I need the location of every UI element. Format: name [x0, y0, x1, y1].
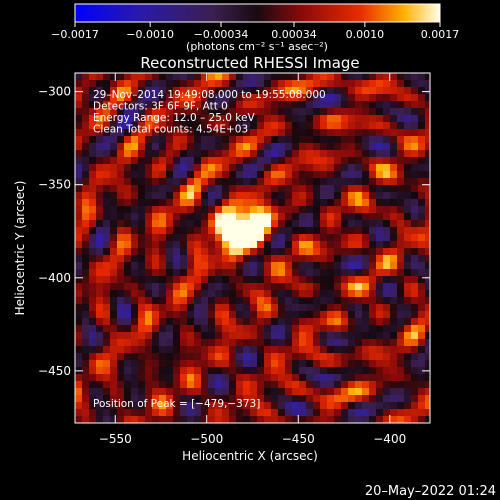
annotation-line: Clean Total counts: 4.54E+03	[93, 124, 248, 136]
x-tick-label: −500	[190, 432, 223, 446]
colorbar-tick-label: 0.0010	[346, 28, 385, 41]
y-tick-label: −350	[38, 178, 71, 192]
axis-ticks: −550 −500 −450 −400 −300 −350 −400 −450	[38, 73, 430, 446]
colorbar-unit-label: (photons cm⁻² s⁻¹ asec⁻²)	[186, 40, 328, 53]
peak-position-label: Position of Peak = [−479,−373]	[93, 398, 260, 410]
annotation-block: 29–Nov–2014 19:49:08.000 to 19:55:08.000…	[93, 89, 326, 136]
annotation-line: Detectors: 3F 6F 9F, Att 0	[93, 101, 228, 113]
heatmap-image	[75, 73, 430, 423]
colorbar-tick-label: 0.00034	[271, 28, 317, 41]
x-tick-label: −400	[373, 432, 406, 446]
y-tick-label: −400	[38, 271, 71, 285]
render-timestamp: 20–May–2022 01:24	[365, 484, 496, 499]
colorbar	[74, 3, 441, 23]
annotation-line: 29–Nov–2014 19:49:08.000 to 19:55:08.000	[93, 89, 326, 101]
y-tick-label: −300	[38, 85, 71, 99]
colorbar-tick-label: −0.00034	[194, 28, 249, 41]
colorbar-ticks: −0.0017 −0.0010 −0.00034 0.00034 0.0010 0.001…	[51, 22, 459, 41]
colorbar-tick-label: −0.0010	[126, 28, 174, 41]
colorbar-tick-label: 0.0017	[421, 28, 460, 41]
colorbar-tick-label: −0.0017	[51, 28, 99, 41]
chart-title: Reconstructed RHESSI Image	[140, 54, 359, 72]
y-axis-label: Heliocentric Y (arcsec)	[13, 181, 27, 316]
x-axis-label: Heliocentric X (arcsec)	[182, 449, 318, 463]
plot-frame	[74, 72, 431, 424]
annotation-line: Energy Range: 12.0 – 25.0 keV	[93, 112, 255, 124]
x-tick-label: −550	[99, 432, 132, 446]
x-tick-label: −450	[282, 432, 315, 446]
y-tick-label: −450	[38, 364, 71, 378]
